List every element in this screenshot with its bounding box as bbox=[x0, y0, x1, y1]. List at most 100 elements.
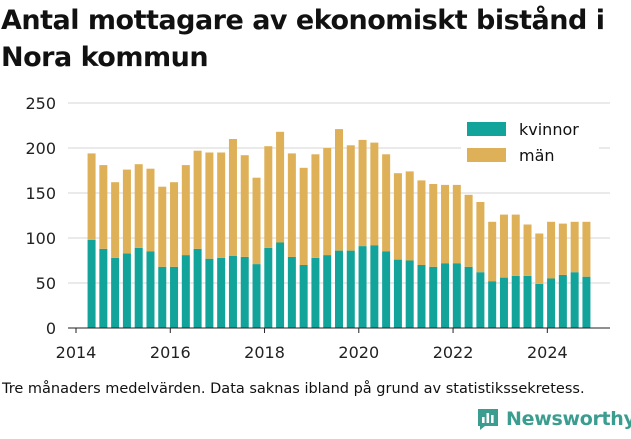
bar-segment-kvinnor bbox=[264, 247, 273, 328]
bar-segment-man bbox=[170, 182, 179, 267]
bar-segment-man bbox=[393, 173, 402, 260]
bar-segment-kvinnor bbox=[217, 257, 226, 328]
bar-segment-man bbox=[217, 152, 226, 258]
bar-segment-kvinnor bbox=[393, 259, 402, 328]
y-tick-label: 100 bbox=[25, 229, 56, 248]
bar-segment-kvinnor bbox=[287, 256, 296, 328]
y-tick-label: 0 bbox=[46, 319, 56, 338]
bar-segment-man bbox=[547, 221, 556, 279]
bar-segment-man bbox=[193, 150, 202, 249]
bar-segment-kvinnor bbox=[87, 239, 96, 328]
bar-segment-kvinnor bbox=[99, 248, 108, 328]
x-tick-label: 2020 bbox=[338, 343, 379, 362]
bar-segment-kvinnor bbox=[405, 260, 414, 328]
bar-segment-kvinnor bbox=[146, 251, 155, 328]
bar-segment-man bbox=[582, 221, 591, 277]
bar-segment-man bbox=[464, 194, 473, 267]
bar-segment-man bbox=[158, 186, 167, 267]
bar-segment-kvinnor bbox=[276, 242, 285, 328]
bar-segment-kvinnor bbox=[158, 266, 167, 328]
bar-segment-kvinnor bbox=[523, 275, 532, 328]
bar-segment-man bbox=[405, 171, 414, 261]
bar-segment-man bbox=[311, 154, 320, 258]
bar-segment-man bbox=[358, 139, 367, 247]
bar-segment-kvinnor bbox=[488, 281, 497, 328]
legend: kvinnor män bbox=[461, 117, 599, 168]
bar-segment-man bbox=[205, 152, 214, 259]
legend-label-kvinnor: kvinnor bbox=[519, 120, 579, 139]
bar-segment-kvinnor bbox=[558, 274, 567, 328]
bar-segment-kvinnor bbox=[193, 248, 202, 328]
bar-segment-man bbox=[499, 214, 508, 278]
bar-segment-man bbox=[276, 131, 285, 243]
bar-segment-man bbox=[99, 165, 108, 249]
bar-segment-man bbox=[134, 164, 143, 248]
bar-segment-kvinnor bbox=[323, 255, 332, 328]
bar-segment-kvinnor bbox=[252, 264, 261, 328]
bar-segment-man bbox=[488, 221, 497, 282]
bar-segment-kvinnor bbox=[382, 251, 391, 328]
bar-segment-kvinnor bbox=[111, 257, 120, 328]
bar-segment-man bbox=[335, 129, 343, 251]
bar-segment-kvinnor bbox=[181, 255, 190, 328]
bar-segment-kvinnor bbox=[417, 265, 426, 328]
bar-segment-kvinnor bbox=[535, 283, 544, 328]
bar-segment-man bbox=[181, 165, 190, 256]
bar-segment-man bbox=[299, 167, 308, 265]
bar-segment-kvinnor bbox=[358, 246, 367, 328]
y-tick-label: 50 bbox=[36, 274, 56, 293]
bar-segment-kvinnor bbox=[452, 263, 461, 328]
bar-segment-man bbox=[370, 142, 379, 246]
bar-segment-man bbox=[111, 182, 120, 258]
bar-segment-man bbox=[382, 154, 391, 252]
brand-name: Newsworthy bbox=[506, 408, 631, 430]
x-tick-label: 2014 bbox=[56, 343, 97, 362]
bar-segment-kvinnor bbox=[134, 247, 143, 328]
bar-segment-kvinnor bbox=[429, 266, 438, 328]
bars bbox=[87, 129, 591, 328]
bar-segment-kvinnor bbox=[570, 272, 579, 328]
legend-swatch-kvinnor bbox=[467, 122, 506, 136]
x-axis-ticks: 2014 2016 2018 2020 2022 2024 bbox=[56, 328, 568, 362]
bar-segment-man bbox=[264, 146, 273, 248]
bar-segment-man bbox=[287, 153, 296, 257]
chart-title: Antal mottagare av ekonomiskt bistånd i … bbox=[1, 5, 605, 73]
y-tick-label: 150 bbox=[25, 184, 56, 203]
bar-segment-kvinnor bbox=[335, 250, 343, 328]
bar-segment-man bbox=[146, 168, 155, 252]
bar-segment-man bbox=[511, 214, 520, 276]
stacked-bar-chart: 0 50 100 150 200 250 2014 2016 2018 2020 2022 2024… bbox=[25, 94, 610, 362]
bar-segment-man bbox=[87, 153, 96, 240]
legend-swatch-man bbox=[467, 148, 506, 162]
x-tick-label: 2016 bbox=[150, 343, 191, 362]
x-tick-label: 2022 bbox=[433, 343, 474, 362]
bar-segment-kvinnor bbox=[205, 258, 214, 328]
bar-segment-kvinnor bbox=[476, 272, 485, 328]
bar-segment-kvinnor bbox=[547, 278, 556, 328]
bar-segment-man bbox=[476, 202, 485, 273]
bar-segment-kvinnor bbox=[346, 250, 355, 328]
bar-segment-kvinnor bbox=[170, 266, 179, 328]
bar-segment-man bbox=[122, 169, 131, 254]
bar-chart-logo-icon bbox=[478, 409, 498, 430]
bar-segment-kvinnor bbox=[441, 263, 450, 328]
bar-segment-man bbox=[558, 223, 567, 275]
bar-segment-kvinnor bbox=[228, 256, 237, 328]
bar-segment-kvinnor bbox=[299, 265, 308, 328]
bar-segment-man bbox=[570, 221, 579, 273]
bar-segment-man bbox=[240, 155, 249, 257]
bar-segment-man bbox=[346, 145, 355, 251]
bar-segment-kvinnor bbox=[464, 266, 473, 328]
chart-caption: Tre månaders medelvärden. Data saknas ib… bbox=[2, 381, 585, 397]
x-tick-label: 2018 bbox=[244, 343, 285, 362]
legend-label-man: män bbox=[519, 146, 555, 165]
bar-segment-kvinnor bbox=[511, 275, 520, 328]
y-tick-label: 250 bbox=[25, 94, 56, 113]
bar-segment-man bbox=[452, 184, 461, 264]
bar-segment-man bbox=[228, 139, 237, 256]
bar-segment-man bbox=[441, 184, 450, 264]
bar-segment-man bbox=[323, 148, 332, 256]
bar-segment-kvinnor bbox=[122, 253, 131, 328]
y-tick-label: 200 bbox=[25, 139, 56, 158]
bar-segment-kvinnor bbox=[311, 257, 320, 328]
